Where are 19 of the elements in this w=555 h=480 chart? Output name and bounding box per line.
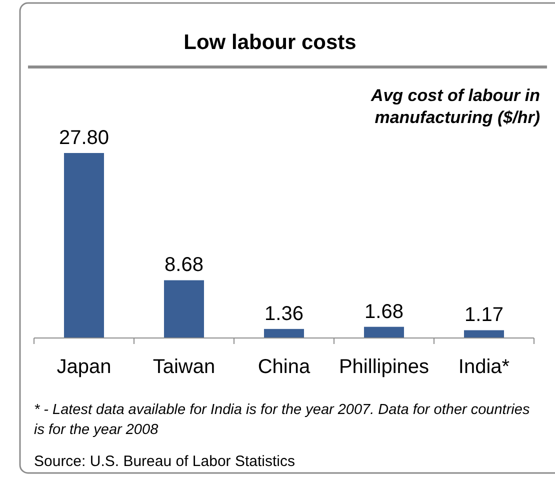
chart-title: Low labour costs (184, 31, 356, 54)
chart-subtitle: Avg cost of labour in manufacturing ($/hr) (370, 86, 540, 127)
text: * - Latest data available for India is for the year 2007. Data for other countries is for the year 2008 (34, 402, 530, 438)
data-label: 27.80 (58, 127, 110, 149)
source-note: Source: U.S. Bureau of Labor Statistics (34, 453, 295, 470)
bar (264, 328, 304, 338)
x-tick-label: China (258, 356, 311, 378)
x-tick-label: Japan (56, 356, 112, 378)
bar (64, 153, 104, 338)
data-label: 1.17 (464, 304, 504, 326)
data-label: 1.36 (264, 302, 304, 325)
bar (364, 326, 404, 338)
x-tick-label: India* (458, 356, 510, 378)
x-tick-label: Taiwan (152, 356, 216, 378)
bar (164, 280, 204, 338)
data-label: 1.68 (364, 300, 404, 323)
data-label: 8.68 (164, 254, 204, 276)
bar (464, 330, 504, 338)
x-tick-label: Phillipines (338, 356, 430, 378)
